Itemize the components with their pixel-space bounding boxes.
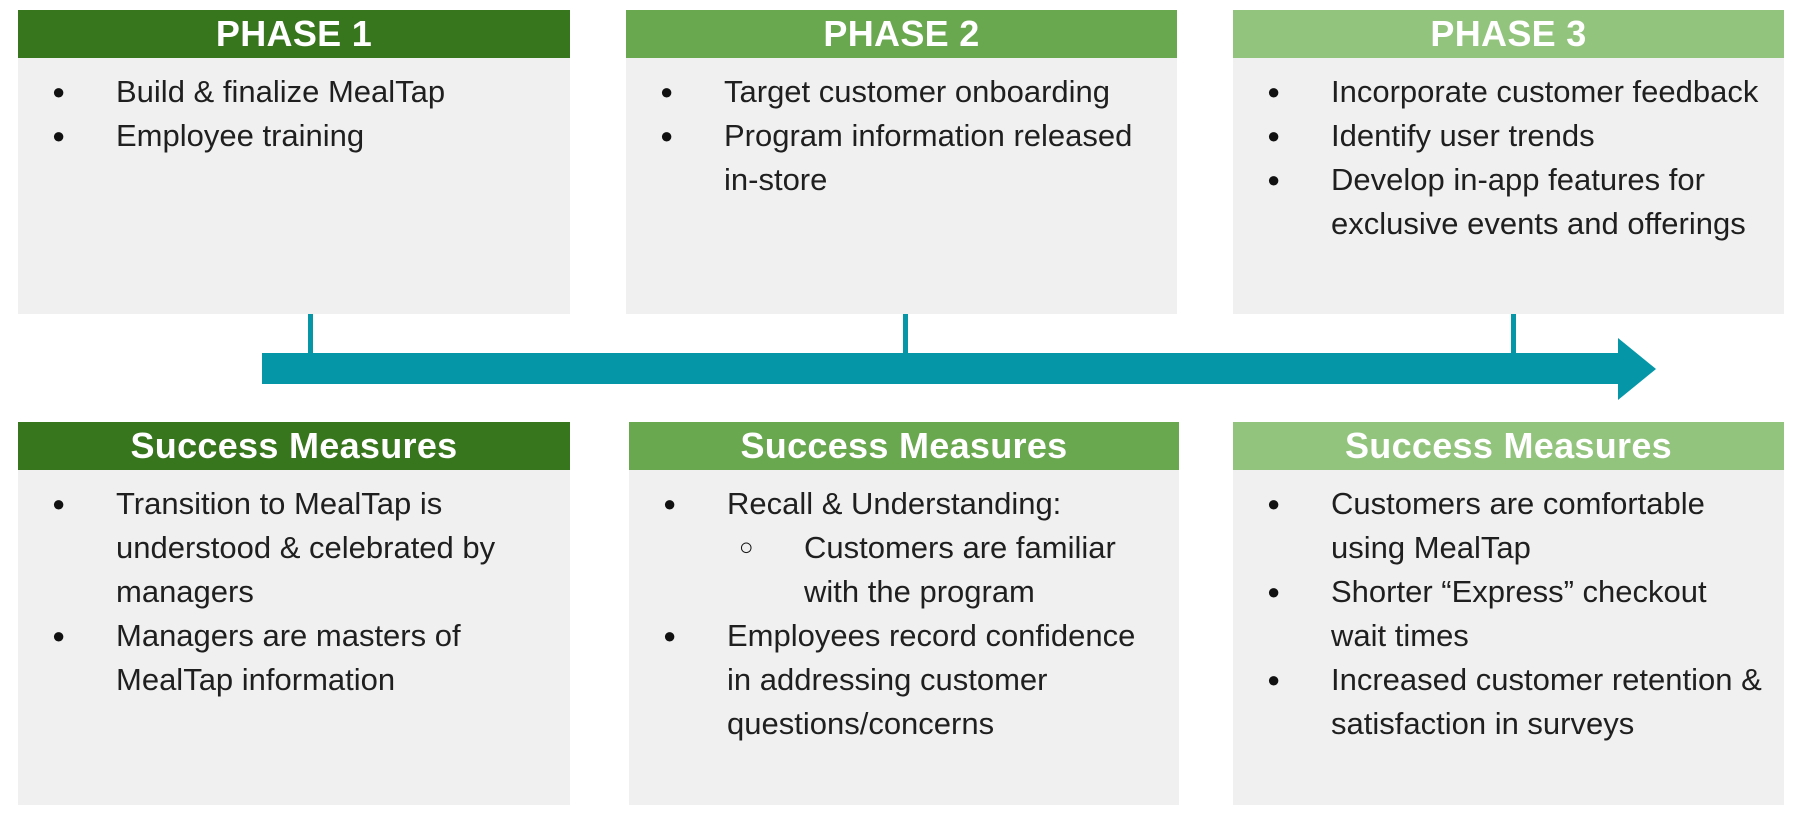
measures-2-body: Recall & Understanding: Customers are fa…: [629, 470, 1179, 746]
list-item: Recall & Understanding: Customers are fa…: [657, 482, 1159, 614]
phase-2-header: PHASE 2: [626, 10, 1177, 58]
phase-1-header: PHASE 1: [18, 10, 570, 58]
list-item: Employees record confidence in addressin…: [657, 614, 1159, 746]
phase-1-list: Build & finalize MealTap Employee traini…: [46, 70, 550, 158]
phase-3-list: Incorporate customer feedback Identify u…: [1261, 70, 1764, 246]
measures-3-card: Success Measures Customers are comfortab…: [1233, 422, 1784, 805]
measures-3-list: Customers are comfortable using MealTap …: [1261, 482, 1764, 746]
list-item: Employee training: [46, 114, 550, 158]
phase-2-list: Target customer onboarding Program infor…: [654, 70, 1157, 202]
phase-1-card: PHASE 1 Build & finalize MealTap Employe…: [18, 10, 570, 314]
list-item: Identify user trends: [1261, 114, 1764, 158]
phase-2-card: PHASE 2 Target customer onboarding Progr…: [626, 10, 1177, 314]
measures-3-header: Success Measures: [1233, 422, 1784, 470]
list-item: Build & finalize MealTap: [46, 70, 550, 114]
tick-phase-1: [308, 314, 313, 354]
phase-3-card: PHASE 3 Incorporate customer feedback Id…: [1233, 10, 1784, 314]
arrow-shaft: [262, 353, 1620, 384]
arrow-head: [1618, 338, 1656, 400]
measures-1-header: Success Measures: [18, 422, 570, 470]
list-item: Transition to MealTap is understood & ce…: [46, 482, 550, 614]
measures-1-body: Transition to MealTap is understood & ce…: [18, 470, 570, 702]
list-item: Managers are masters of MealTap informat…: [46, 614, 550, 702]
tick-phase-2: [903, 314, 908, 354]
sub-list-item: Customers are familiar with the program: [727, 526, 1159, 614]
list-item: Shorter “Express” checkout wait times: [1261, 570, 1764, 658]
sub-list: Customers are familiar with the program: [727, 526, 1159, 614]
list-item: Customers are comfortable using MealTap: [1261, 482, 1764, 570]
phase-3-body: Incorporate customer feedback Identify u…: [1233, 58, 1784, 246]
list-item: Increased customer retention & satisfact…: [1261, 658, 1764, 746]
tick-phase-3: [1511, 314, 1516, 354]
phase-1-body: Build & finalize MealTap Employee traini…: [18, 58, 570, 158]
list-item-text: Recall & Understanding:: [727, 486, 1062, 521]
measures-3-body: Customers are comfortable using MealTap …: [1233, 470, 1784, 746]
measures-2-list: Recall & Understanding: Customers are fa…: [657, 482, 1159, 746]
measures-1-list: Transition to MealTap is understood & ce…: [46, 482, 550, 702]
phase-3-header: PHASE 3: [1233, 10, 1784, 58]
measures-2-card: Success Measures Recall & Understanding:…: [629, 422, 1179, 805]
list-item: Develop in-app features for exclusive ev…: [1261, 158, 1764, 246]
measures-2-header: Success Measures: [629, 422, 1179, 470]
list-item: Target customer onboarding: [654, 70, 1157, 114]
list-item: Incorporate customer feedback: [1261, 70, 1764, 114]
list-item: Program information released in-store: [654, 114, 1157, 202]
measures-1-card: Success Measures Transition to MealTap i…: [18, 422, 570, 805]
phase-2-body: Target customer onboarding Program infor…: [626, 58, 1177, 202]
